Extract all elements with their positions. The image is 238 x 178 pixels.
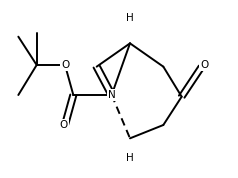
Text: O: O: [200, 60, 208, 70]
Text: O: O: [61, 60, 69, 70]
Text: H: H: [126, 13, 134, 23]
Text: N: N: [108, 90, 115, 100]
Text: H: H: [126, 153, 134, 163]
Text: O: O: [60, 120, 68, 130]
